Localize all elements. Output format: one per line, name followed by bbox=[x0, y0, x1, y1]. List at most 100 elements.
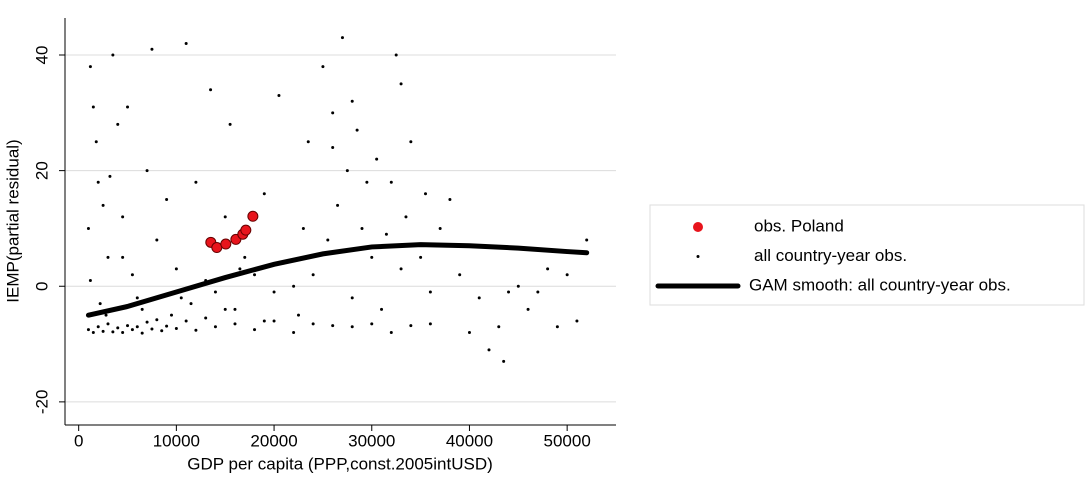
point bbox=[213, 290, 217, 294]
point bbox=[292, 284, 296, 288]
point bbox=[165, 324, 169, 328]
point bbox=[116, 326, 120, 330]
point bbox=[96, 325, 100, 329]
point bbox=[209, 88, 213, 92]
point bbox=[326, 238, 330, 242]
point bbox=[160, 329, 164, 333]
point bbox=[546, 267, 550, 271]
point bbox=[350, 99, 354, 103]
point bbox=[126, 105, 130, 109]
x-tick-label: 40000 bbox=[446, 431, 493, 450]
y-tick-label: 40 bbox=[32, 46, 51, 65]
x-tick-label: 0 bbox=[74, 431, 83, 450]
point bbox=[516, 284, 520, 288]
y-tick-label: -20 bbox=[32, 390, 51, 415]
y-tick-label: 0 bbox=[32, 282, 51, 291]
point bbox=[121, 331, 125, 334]
point bbox=[101, 203, 105, 207]
x-axis-label: GDP per capita (PPP,const.2005intUSD) bbox=[187, 454, 493, 473]
point bbox=[345, 169, 349, 173]
point bbox=[228, 122, 232, 126]
point bbox=[272, 319, 276, 323]
legend-swatch bbox=[696, 255, 700, 258]
point bbox=[380, 307, 384, 311]
legend-label: all country-year obs. bbox=[754, 246, 907, 265]
point bbox=[243, 255, 247, 259]
point bbox=[253, 273, 257, 277]
point bbox=[262, 192, 266, 196]
point bbox=[121, 215, 125, 219]
legend-swatch bbox=[693, 222, 703, 232]
point bbox=[194, 180, 198, 184]
point bbox=[165, 198, 169, 202]
point bbox=[108, 174, 112, 178]
point bbox=[106, 255, 110, 259]
y-axis-label: IEMP(partial residual) bbox=[3, 139, 22, 302]
highlight-point bbox=[220, 238, 232, 250]
point bbox=[155, 238, 159, 242]
point bbox=[238, 267, 242, 271]
point bbox=[126, 324, 130, 328]
point bbox=[111, 53, 115, 57]
y-tick-label: 20 bbox=[32, 161, 51, 180]
point bbox=[101, 329, 105, 333]
point bbox=[448, 198, 452, 202]
point bbox=[130, 328, 134, 332]
point bbox=[438, 226, 442, 230]
point bbox=[399, 267, 403, 271]
legend-box bbox=[649, 204, 1085, 306]
point bbox=[135, 325, 139, 329]
point bbox=[223, 307, 227, 311]
point bbox=[502, 359, 506, 363]
point bbox=[409, 324, 413, 328]
point bbox=[428, 322, 432, 326]
point bbox=[507, 290, 511, 294]
point bbox=[253, 328, 257, 332]
point bbox=[497, 325, 501, 329]
point bbox=[91, 105, 95, 109]
point bbox=[423, 192, 427, 196]
point bbox=[404, 215, 408, 219]
point bbox=[409, 140, 413, 144]
point bbox=[555, 325, 559, 329]
point bbox=[428, 290, 432, 294]
point bbox=[145, 320, 149, 324]
point bbox=[184, 41, 188, 45]
point bbox=[370, 255, 374, 259]
point bbox=[389, 180, 393, 184]
x-tick-label: 10000 bbox=[153, 431, 200, 450]
point bbox=[106, 322, 110, 326]
x-tick-label: 20000 bbox=[250, 431, 297, 450]
legend-label: GAM smooth: all country-year obs. bbox=[749, 275, 1011, 294]
point bbox=[467, 331, 471, 334]
point bbox=[140, 331, 144, 335]
point bbox=[174, 326, 178, 330]
point bbox=[565, 273, 569, 277]
point bbox=[389, 331, 393, 334]
x-tick-label: 50000 bbox=[544, 431, 591, 450]
point bbox=[331, 111, 335, 115]
point bbox=[86, 226, 90, 230]
point bbox=[140, 307, 144, 311]
point bbox=[394, 53, 398, 57]
point bbox=[272, 290, 276, 294]
smooth-line bbox=[85, 242, 590, 318]
point bbox=[116, 122, 120, 126]
point bbox=[350, 325, 354, 329]
point bbox=[355, 128, 359, 132]
point bbox=[96, 180, 100, 184]
highlight-point bbox=[240, 224, 252, 236]
point bbox=[88, 65, 92, 69]
point bbox=[419, 255, 423, 259]
point bbox=[375, 157, 379, 161]
point bbox=[306, 140, 310, 144]
point bbox=[336, 203, 340, 207]
point bbox=[301, 226, 305, 230]
point bbox=[370, 322, 374, 326]
point bbox=[155, 318, 159, 322]
point bbox=[360, 226, 364, 230]
point bbox=[487, 348, 491, 352]
point bbox=[184, 319, 188, 323]
